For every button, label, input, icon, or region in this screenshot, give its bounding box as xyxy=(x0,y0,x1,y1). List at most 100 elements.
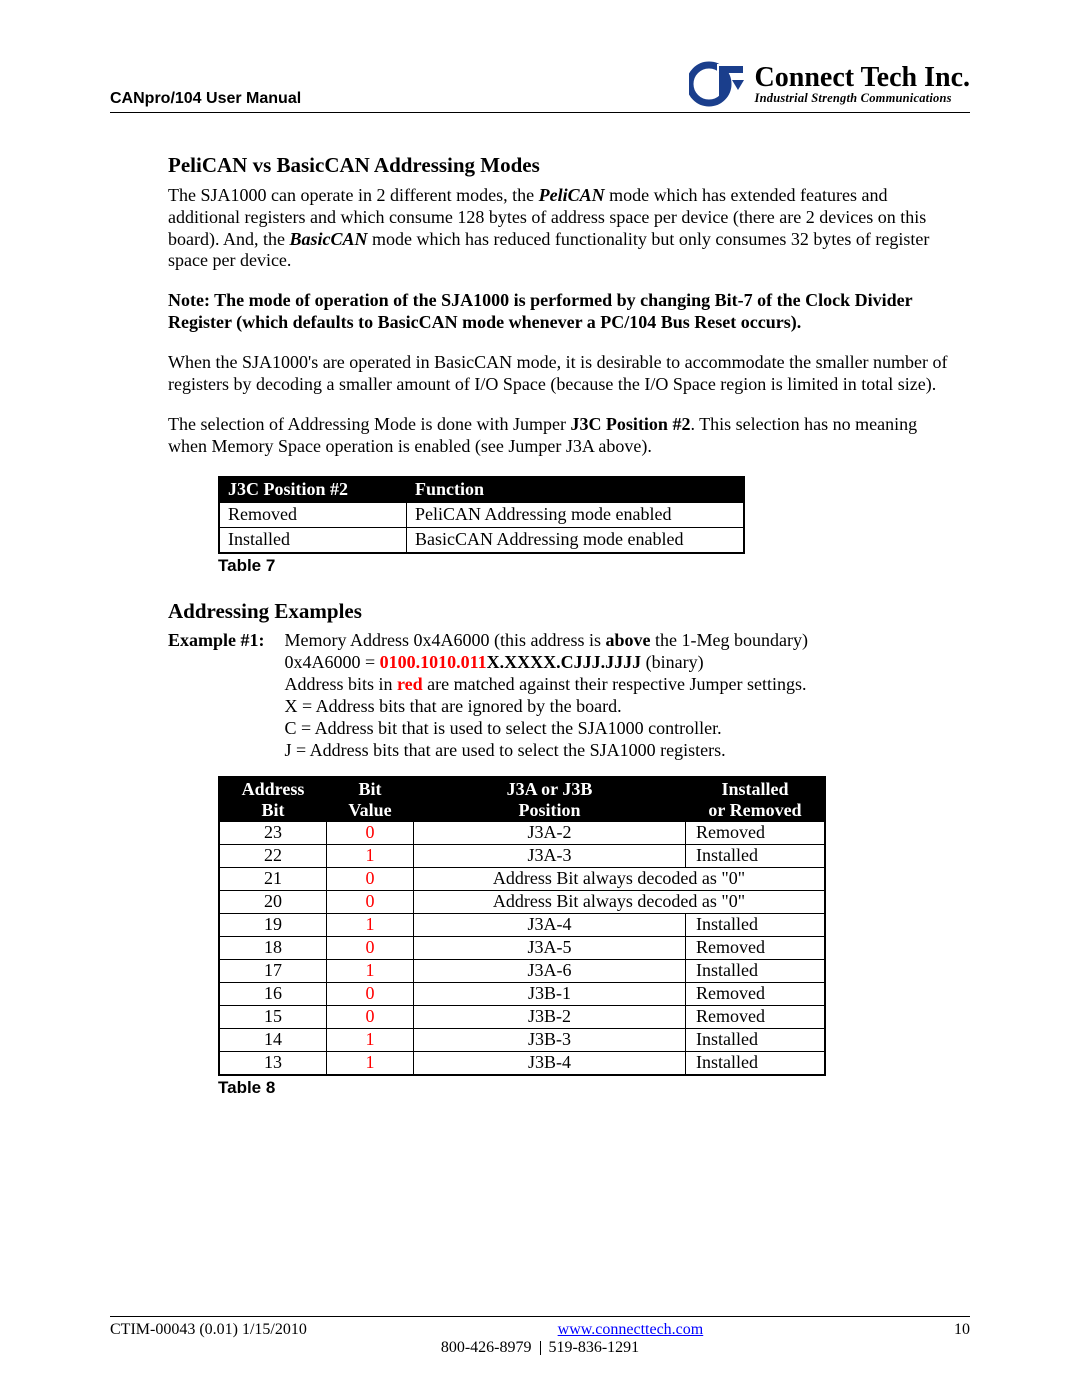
footer-row-1: CTIM-00043 (0.01) 1/15/2010 www.connectt… xyxy=(110,1321,970,1339)
th-state: Installedor Removed xyxy=(686,777,826,822)
term-basiccan: BasicCAN xyxy=(289,229,367,249)
cell-func: PeliCAN Addressing mode enabled xyxy=(407,503,745,528)
page: CANpro/104 User Manual Connect Tech Inc.… xyxy=(0,0,1080,1397)
cell-position: J3A-6 xyxy=(414,960,686,983)
section-title-modes: PeliCAN vs BasicCAN Addressing Modes xyxy=(168,153,960,179)
cell-state: Installed xyxy=(686,914,826,937)
example-label: Example #1: xyxy=(168,630,265,762)
cell-state: Removed xyxy=(686,937,826,960)
text: (binary) xyxy=(641,652,703,672)
example-body: Memory Address 0x4A6000 (this address is… xyxy=(285,630,961,762)
cell-addr-bit: 22 xyxy=(219,845,327,868)
text: Bit xyxy=(261,800,284,820)
th-function: Function xyxy=(407,477,745,502)
cell-addr-bit: 23 xyxy=(219,822,327,845)
cell-bit-value: 0 xyxy=(327,891,414,914)
cell-addr-bit: 13 xyxy=(219,1051,327,1074)
cell-position: J3A-3 xyxy=(414,845,686,868)
cell-state: Removed xyxy=(686,1006,826,1029)
table-row: 210Address Bit always decoded as "0" xyxy=(219,868,825,891)
page-footer: CTIM-00043 (0.01) 1/15/2010 www.connectt… xyxy=(110,1316,970,1357)
text: J3A or J3B xyxy=(507,779,593,799)
note-mode: Note: The mode of operation of the SJA10… xyxy=(168,290,960,334)
cell-addr-bit: 14 xyxy=(219,1029,327,1052)
table-row: 180J3A-5Removed xyxy=(219,937,825,960)
para-modes-2: When the SJA1000's are operated in Basic… xyxy=(168,352,960,396)
word-above: above xyxy=(605,630,650,650)
table-row: 230J3A-2Removed xyxy=(219,822,825,845)
text: The SJA1000 can operate in 2 different m… xyxy=(168,185,539,205)
para-modes-1: The SJA1000 can operate in 2 different m… xyxy=(168,185,960,273)
cell-addr-bit: 18 xyxy=(219,937,327,960)
example-line-4: X = Address bits that are ignored by the… xyxy=(285,696,961,718)
company-name: Connect Tech Inc. xyxy=(755,64,970,92)
company-logo-icon xyxy=(689,60,747,108)
cell-state: Removed xyxy=(686,822,826,845)
example-line-2: 0x4A6000 = 0100.1010.011X.XXXX.CJJJ.JJJJ… xyxy=(285,652,961,674)
cell-position: J3A-5 xyxy=(414,937,686,960)
example-line-5: C = Address bit that is used to select t… xyxy=(285,718,961,740)
example-1: Example #1: Memory Address 0x4A6000 (thi… xyxy=(168,630,960,762)
company-text: Connect Tech Inc. Industrial Strength Co… xyxy=(755,64,970,105)
word-red: red xyxy=(397,674,423,694)
cell-bit-value: 0 xyxy=(327,937,414,960)
text: or Removed xyxy=(708,800,801,820)
table-row: 160J3B-1Removed xyxy=(219,983,825,1006)
table-row: 200Address Bit always decoded as "0" xyxy=(219,891,825,914)
text: Position xyxy=(518,800,580,820)
cell-position: J3B-1 xyxy=(414,983,686,1006)
cell-bit-value: 1 xyxy=(327,845,414,868)
table-header-row: J3C Position #2 Function xyxy=(219,477,744,502)
text: Address bits in xyxy=(285,674,398,694)
separator-icon xyxy=(540,1341,541,1355)
para-modes-3: The selection of Addressing Mode is done… xyxy=(168,414,960,458)
cell-position: J3B-2 xyxy=(414,1006,686,1029)
phone-1: 800-426-8979 xyxy=(441,1339,532,1356)
table-row: Installed BasicCAN Addressing mode enabl… xyxy=(219,528,744,553)
th-position: J3A or J3BPosition xyxy=(414,777,686,822)
text: Value xyxy=(348,800,391,820)
cell-bit-value: 1 xyxy=(327,914,414,937)
cell-state: Installed xyxy=(686,1051,826,1074)
text: The selection of Addressing Mode is done… xyxy=(168,414,570,434)
table-row: 141J3B-3Installed xyxy=(219,1029,825,1052)
table-row: 131J3B-4Installed xyxy=(219,1051,825,1074)
cell-addr-bit: 19 xyxy=(219,914,327,937)
cell-position: J3A-4 xyxy=(414,914,686,937)
cell-pos: Installed xyxy=(219,528,407,553)
page-header: CANpro/104 User Manual Connect Tech Inc.… xyxy=(110,60,970,113)
cell-decoded-note: Address Bit always decoded as "0" xyxy=(414,868,826,891)
company-tagline: Industrial Strength Communications xyxy=(755,92,970,105)
cell-bit-value: 0 xyxy=(327,868,414,891)
example-line-6: J = Address bits that are used to select… xyxy=(285,740,961,762)
cell-bit-value: 0 xyxy=(327,1006,414,1029)
table-row: Removed PeliCAN Addressing mode enabled xyxy=(219,503,744,528)
company-logo-block: Connect Tech Inc. Industrial Strength Co… xyxy=(689,60,970,108)
cell-state: Installed xyxy=(686,1029,826,1052)
cell-bit-value: 0 xyxy=(327,983,414,1006)
cell-pos: Removed xyxy=(219,503,407,528)
cell-addr-bit: 16 xyxy=(219,983,327,1006)
cell-func: BasicCAN Addressing mode enabled xyxy=(407,528,745,553)
table-row: 221J3A-3Installed xyxy=(219,845,825,868)
table-7-caption: Table 7 xyxy=(218,556,960,577)
text: Memory Address 0x4A6000 (this address is xyxy=(285,630,606,650)
cell-decoded-note: Address Bit always decoded as "0" xyxy=(414,891,826,914)
jumper-ref: J3C Position #2 xyxy=(570,414,690,434)
cell-bit-value: 0 xyxy=(327,822,414,845)
footer-row-2: 800-426-8979 519-836-1291 xyxy=(110,1339,970,1357)
table-header-row: AddressBit BitValue J3A or J3BPosition I… xyxy=(219,777,825,822)
cell-state: Installed xyxy=(686,845,826,868)
cell-bit-value: 1 xyxy=(327,1051,414,1074)
footer-link[interactable]: www.connecttech.com xyxy=(558,1321,704,1339)
binary-red: 0100.1010.011 xyxy=(380,652,487,672)
th-bit-value: BitValue xyxy=(327,777,414,822)
table-7: J3C Position #2 Function Removed PeliCAN… xyxy=(218,476,745,554)
table-8-caption: Table 8 xyxy=(218,1078,960,1099)
cell-position: J3B-4 xyxy=(414,1051,686,1074)
cell-addr-bit: 17 xyxy=(219,960,327,983)
content-area: PeliCAN vs BasicCAN Addressing Modes The… xyxy=(110,153,970,1099)
cell-addr-bit: 20 xyxy=(219,891,327,914)
doc-id: CTIM-00043 (0.01) 1/15/2010 xyxy=(110,1321,307,1339)
table-row: 150J3B-2Removed xyxy=(219,1006,825,1029)
